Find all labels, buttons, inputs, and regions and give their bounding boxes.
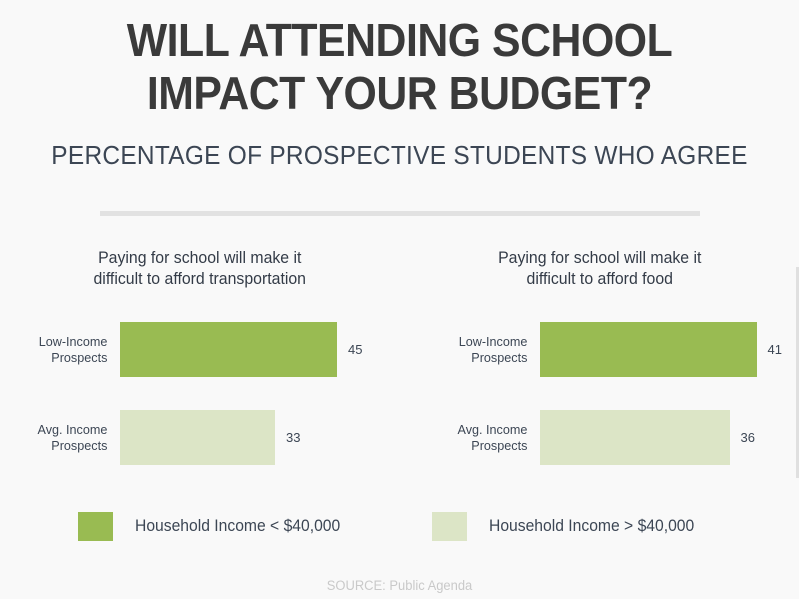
bar-rows-food: Low-Income Prospects 41 Avg. Income Pros… [400,322,799,498]
category-label-avg-income: Avg. Income Prospects [404,422,540,454]
legend-label-low-income: Household Income < $40,000 [135,517,341,535]
bar-value-low-income-transportation: 45 [348,342,363,357]
category-label-line-1: Low-Income [458,333,527,349]
title-line-1: WILL ATTENDING SCHOOL [126,14,673,66]
chart-panel-transportation: Paying for school will make it difficult… [0,240,400,490]
bar-value-low-income-food: 41 [767,342,782,357]
source-credit: SOURCE: Public Agenda [326,578,473,593]
bar-low-income-food [539,322,757,377]
category-label-line-1: Low-Income [38,333,108,349]
panel-title-line-1: Paying for school will make it [497,249,701,267]
bar-rows-transportation: Low-Income Prospects 45 Avg. Income Pros… [0,322,400,498]
category-label-low-income: Low-Income Prospects [4,334,120,366]
legend-swatch-icon [78,512,113,541]
chart-panels: Paying for school will make it difficult… [0,240,799,490]
category-label-line-2: Prospects [51,349,108,365]
bar-low-income-transportation [120,322,337,377]
title-line-2: IMPACT YOUR BUDGET? [146,67,653,119]
panel-divider [795,267,799,478]
page-title: WILL ATTENDING SCHOOL IMPACT YOUR BUDGET… [28,14,771,120]
bar-container: 45 [120,322,400,377]
category-label-line-2: Prospects [470,437,527,453]
page-subtitle: PERCENTAGE OF PROSPECTIVE STUDENTS WHO A… [51,140,748,170]
bar-row: Low-Income Prospects 45 [0,322,400,377]
legend: Household Income < $40,000 Household Inc… [0,512,799,548]
legend-item-avg-income: Household Income > $40,000 [432,512,705,541]
bar-value-avg-income-food: 36 [740,430,755,445]
panel-title-transportation: Paying for school will make it difficult… [8,240,392,290]
category-label-line-1: Avg. Income [457,421,527,437]
bar-container: 41 [539,322,799,377]
bar-value-avg-income-transportation: 33 [286,430,301,445]
legend-item-low-income: Household Income < $40,000 [78,512,351,541]
panel-title-line-2: difficult to afford transportation [93,270,306,288]
header: WILL ATTENDING SCHOOL IMPACT YOUR BUDGET… [0,0,799,170]
chart-panel-food: Paying for school will make it difficult… [400,240,799,490]
panel-title-line-1: Paying for school will make it [98,249,302,267]
panel-title-food: Paying for school will make it difficult… [407,240,791,290]
bar-row: Avg. Income Prospects 36 [400,410,799,465]
bar-container: 36 [539,410,799,465]
legend-label-avg-income: Household Income > $40,000 [489,517,695,535]
panel-title-line-2: difficult to afford food [526,270,673,288]
header-divider [100,211,700,216]
bar-row: Avg. Income Prospects 33 [0,410,400,465]
bar-row: Low-Income Prospects 41 [400,322,799,377]
category-label-line-2: Prospects [470,349,527,365]
bar-avg-income-transportation [120,410,275,465]
category-label-line-1: Avg. Income [37,421,108,437]
category-label-line-2: Prospects [51,437,108,453]
bar-container: 33 [120,410,400,465]
category-label-avg-income: Avg. Income Prospects [4,422,120,454]
bar-avg-income-food [539,410,730,465]
category-label-low-income: Low-Income Prospects [404,334,540,366]
legend-swatch-icon [432,512,467,541]
